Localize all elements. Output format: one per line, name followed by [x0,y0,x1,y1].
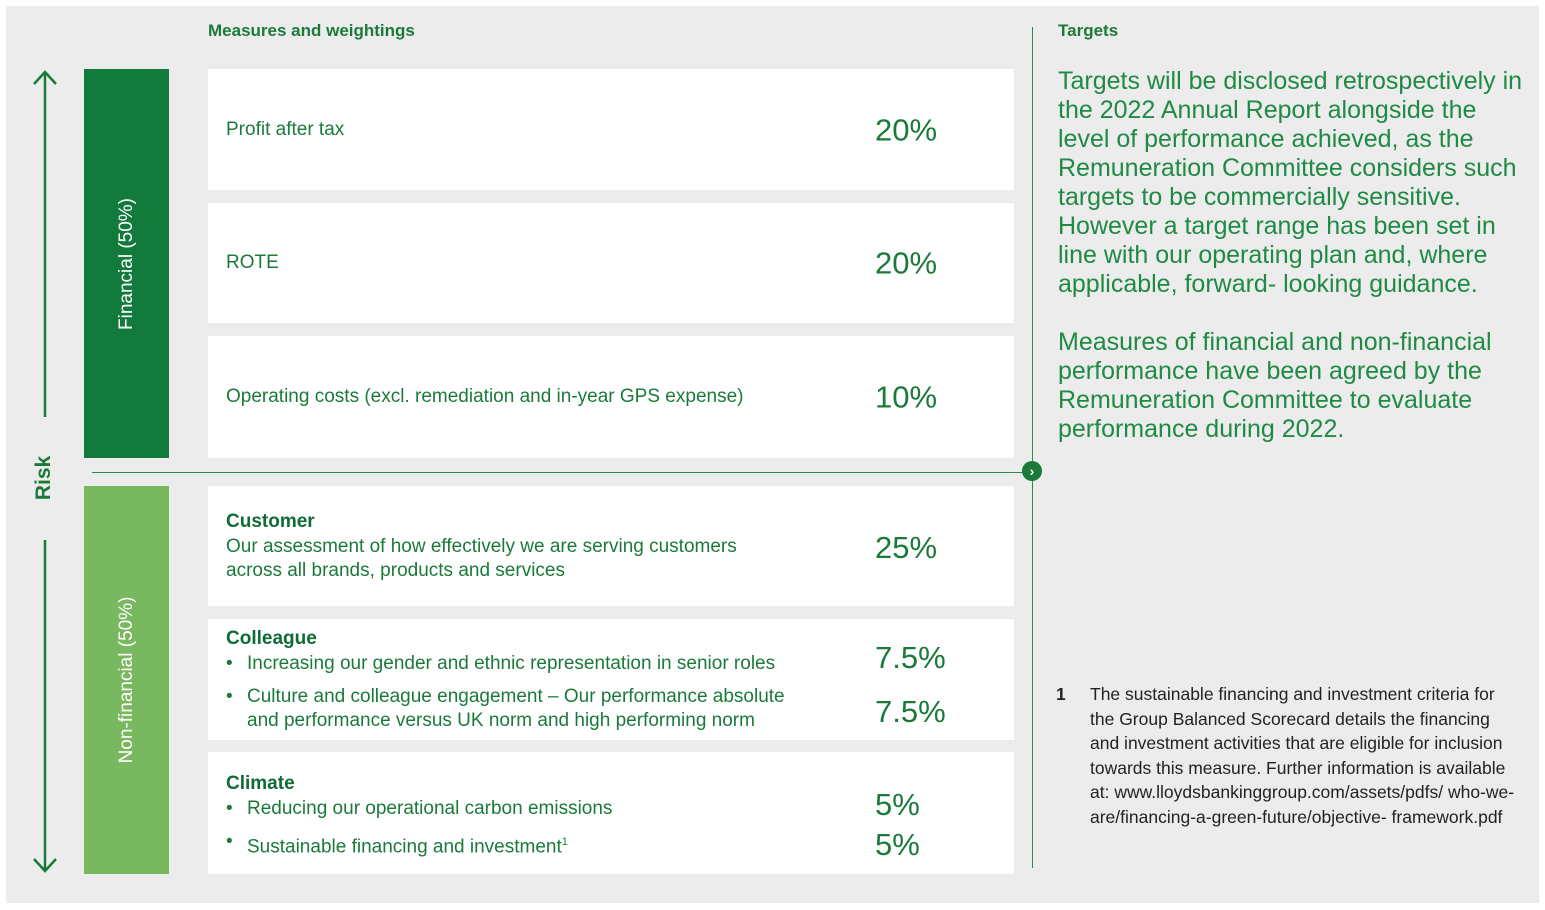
measure-weight: 20% [875,112,938,147]
colleague-bullet-1: Increasing our gender and ethnic represe… [226,652,775,676]
measure-weight: 10% [875,379,938,415]
measure-card-climate: Climate Reducing our operational carbon … [208,752,1014,874]
measure-card-rote: ROTE 20% [208,203,1014,323]
targets-header: Targets [1058,21,1119,40]
customer-line-1: Our assessment of how effectively we are… [226,536,737,557]
climate-bullet-1: Reducing our operational carbon emission… [226,797,612,821]
non-financial-bar-label: Non-financial (50%) [115,596,137,764]
non-financial-bar: Non-financial (50%) [84,486,169,874]
colleague-bullet-2-cont: and performance versus UK norm and high … [247,710,755,731]
climate-weight-1: 5% [875,787,920,822]
column-divider [1032,27,1033,868]
footnote-ref: 1 [561,836,568,848]
measure-card-customer: Customer Our assessment of how effective… [208,486,1014,606]
measure-card-operating-costs: Operating costs (excl. remediation and i… [208,336,1014,458]
risk-arrows [33,70,57,873]
measure-card-colleague: Colleague Increasing our gender and ethn… [208,619,1014,740]
colleague-bullet-2: Culture and colleague engagement – Our p… [226,685,785,709]
colleague-weight-2: 7.5% [875,694,946,729]
financial-bar-label: Financial (50%) [115,197,137,330]
climate-bullet-2: Sustainable financing and investment1 [226,830,568,859]
customer-weight: 25% [875,530,938,565]
customer-line-2: across all brands, products and services [226,560,565,581]
section-divider [92,472,1024,473]
climate-title: Climate [226,773,295,794]
chevron-right-icon: › [1022,461,1042,481]
colleague-weight-1: 7.5% [875,640,946,675]
arrow-up-icon [33,70,57,417]
climate-weight-2: 5% [875,827,920,862]
measure-card-profit: Profit after tax 20% [208,69,1014,190]
customer-title: Customer [226,511,315,532]
colleague-title: Colleague [226,628,317,649]
measure-weight: 20% [875,245,938,281]
arrow-down-icon [33,540,57,873]
targets-body: Targets will be disclosed retrospectivel… [1058,67,1528,444]
footnote-text: The sustainable financing and investment… [1090,684,1515,827]
risk-label: Risk [32,455,55,501]
footnote-number: 1 [1056,684,1066,704]
measure-label: ROTE [226,252,279,273]
measures-header: Measures and weightings [208,21,415,40]
financial-bar: Financial (50%) [84,69,169,458]
climate-bullet-2-text: Sustainable financing and investment [247,836,562,858]
targets-paragraph-2: Measures of financial and non-financial … [1058,328,1492,443]
targets-paragraph-1: Targets will be disclosed retrospectivel… [1058,67,1523,298]
measure-label: Operating costs (excl. remediation and i… [226,386,744,407]
measure-label: Profit after tax [226,118,345,140]
